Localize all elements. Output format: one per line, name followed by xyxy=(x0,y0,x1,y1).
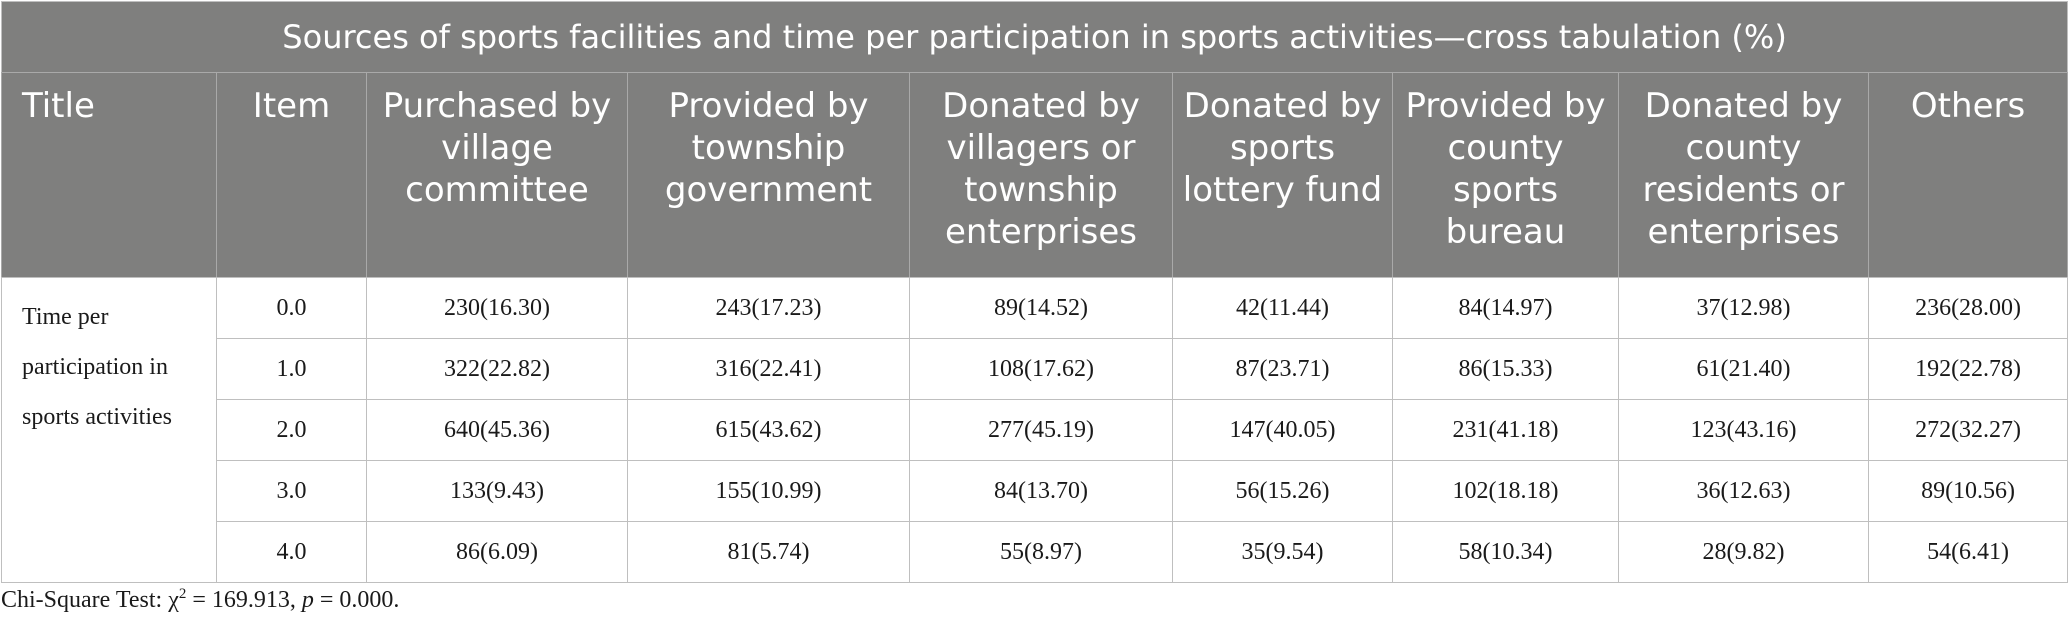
table-cell: 89(14.52) xyxy=(909,277,1173,339)
column-header-item: Item xyxy=(216,72,367,278)
footnote-chi-value: = 169.913, xyxy=(186,587,302,613)
column-header-sports-lottery-fund: Donated by sports lottery fund xyxy=(1172,72,1393,278)
table-cell: 231(41.18) xyxy=(1392,399,1619,461)
table-cell: 192(22.78) xyxy=(1867,338,2068,400)
table-cell: 84(14.97) xyxy=(1392,277,1619,339)
row-item-label: 2.0 xyxy=(216,399,367,461)
table-cell: 35(9.54) xyxy=(1172,521,1393,583)
table-cell: 230(16.30) xyxy=(366,277,628,339)
table-cell: 322(22.82) xyxy=(366,338,628,400)
table-cell: 102(18.18) xyxy=(1392,460,1619,522)
table-cell: 58(10.34) xyxy=(1392,521,1619,583)
row-item-label: 1.0 xyxy=(216,338,367,400)
table-cell: 89(10.56) xyxy=(1867,460,2068,522)
table-cell: 36(12.63) xyxy=(1618,460,1869,522)
table-row: 3.0 133(9.43) 155(10.99) 84(13.70) 56(15… xyxy=(2,460,2068,522)
table-cell: 87(23.71) xyxy=(1172,338,1393,400)
table-cell: 84(13.70) xyxy=(909,460,1173,522)
column-header-title: Title xyxy=(1,72,217,278)
table-cell: 42(11.44) xyxy=(1172,277,1393,339)
table-cell: 277(45.19) xyxy=(909,399,1173,461)
footnote-prefix: Chi-Square Test: χ xyxy=(1,587,179,613)
table-cell: 147(40.05) xyxy=(1172,399,1393,461)
table-caption: Sources of sports facilities and time pe… xyxy=(0,1,2068,73)
table-cell: 272(32.27) xyxy=(1867,399,2068,461)
row-item-label: 3.0 xyxy=(216,460,367,522)
column-header-villagers-enterprises: Donated by villagers or township enterpr… xyxy=(909,72,1173,278)
table-cell: 243(17.23) xyxy=(627,277,910,339)
table-cell: 54(6.41) xyxy=(1867,521,2068,583)
column-header-others: Others xyxy=(1867,72,2068,278)
footnote-superscript: 2 xyxy=(178,586,187,602)
footnote-p-label: p xyxy=(301,587,314,613)
footnote-p-value: = 0.000. xyxy=(313,587,400,613)
table-cell: 615(43.62) xyxy=(627,399,910,461)
table-cell: 123(43.16) xyxy=(1618,399,1869,461)
table-row: 2.0 640(45.36) 615(43.62) 277(45.19) 147… xyxy=(2,399,2068,461)
table-cell: 55(8.97) xyxy=(909,521,1173,583)
table-cell: 37(12.98) xyxy=(1618,277,1869,339)
table-row: 1.0 322(22.82) 316(22.41) 108(17.62) 87(… xyxy=(2,338,2068,400)
table-cell: 81(5.74) xyxy=(627,521,910,583)
row-item-label: 0.0 xyxy=(216,277,367,339)
table-row: 4.0 86(6.09) 81(5.74) 55(8.97) 35(9.54) … xyxy=(2,521,2068,583)
cross-tabulation-table-container: Sources of sports facilities and time pe… xyxy=(0,1,2068,583)
row-title-time-per-participation: Time per participation in sports activit… xyxy=(1,277,217,583)
chi-square-footnote: Chi-Square Test: χ2 = 169.913, p = 0.000… xyxy=(1,587,399,614)
table-cell: 640(45.36) xyxy=(366,399,628,461)
column-header-county-sports-bureau: Provided by county sports bureau xyxy=(1392,72,1619,278)
column-header-village-committee: Purchased by village committee xyxy=(366,72,628,278)
table-cell: 108(17.62) xyxy=(909,338,1173,400)
table-cell: 86(6.09) xyxy=(366,521,628,583)
column-header-township-government: Provided by township government xyxy=(627,72,910,278)
table-cell: 133(9.43) xyxy=(366,460,628,522)
column-header-county-residents-enterprises: Donated by county residents or enterpris… xyxy=(1618,72,1869,278)
row-item-label: 4.0 xyxy=(216,521,367,583)
table-cell: 61(21.40) xyxy=(1618,338,1869,400)
table-cell: 155(10.99) xyxy=(627,460,910,522)
table-cell: 316(22.41) xyxy=(627,338,910,400)
table-cell: 56(15.26) xyxy=(1172,460,1393,522)
table-cell: 236(28.00) xyxy=(1867,277,2068,339)
table-cell: 28(9.82) xyxy=(1618,521,1869,583)
table-cell: 86(15.33) xyxy=(1392,338,1619,400)
cross-tabulation-table: Sources of sports facilities and time pe… xyxy=(0,1,2068,583)
table-row: Time per participation in sports activit… xyxy=(1,277,2068,583)
